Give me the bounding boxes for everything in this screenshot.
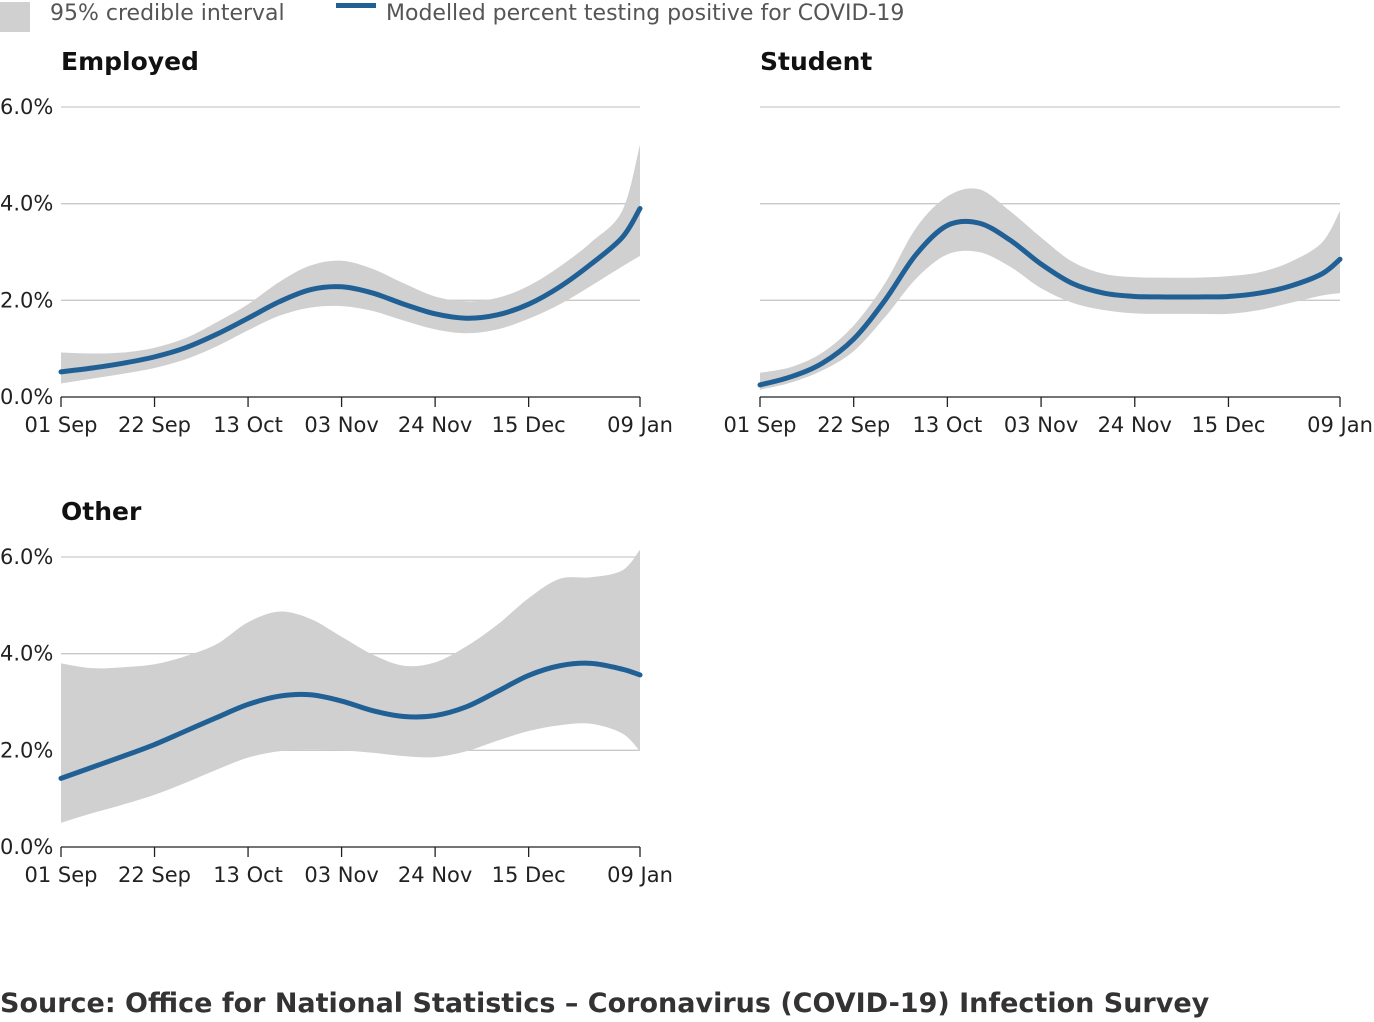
- y-tick-label: 4.0%: [0, 192, 53, 216]
- credible-interval-band: [61, 144, 640, 384]
- x-tick-label: 15 Dec: [492, 863, 566, 887]
- x-tick-label: 22 Sep: [118, 863, 191, 887]
- x-tick-label: 13 Oct: [213, 413, 283, 437]
- x-tick-label: 01 Sep: [25, 863, 98, 887]
- x-tick-label: 03 Nov: [1004, 413, 1078, 437]
- panel-title: Employed: [61, 47, 199, 76]
- chart-panel-other: Other 0.0% 2.0% 4.0% 6.0% 01 Sep 22 Sep 13 Oct 0…: [0, 497, 673, 887]
- legend-line-label: Modelled percent testing positive for CO…: [386, 1, 904, 26]
- x-tick-label: 13 Oct: [213, 863, 283, 887]
- x-tick-label: 13 Oct: [913, 413, 983, 437]
- chart-panels: Employed 0.0% 2.0% 4.0% 6.0% 01 Sep 22 Sep 13 O…: [0, 47, 1373, 887]
- x-tick-label: 01 Sep: [724, 413, 797, 437]
- y-tick-label: 6.0%: [0, 545, 53, 569]
- credible-interval-band: [61, 549, 640, 823]
- credible-interval-band: [760, 188, 1340, 390]
- x-tick-label: 22 Sep: [118, 413, 191, 437]
- x-tick-label: 03 Nov: [304, 413, 378, 437]
- y-tick-label: 4.0%: [0, 642, 53, 666]
- series-line: [58, 660, 643, 781]
- chart-panel-student: Student 01 Sep 22 Sep 13 Oct 03 Nov 24 Nov 15 …: [724, 47, 1373, 437]
- y-tick-label: 2.0%: [0, 738, 53, 762]
- y-tick-label: 0.0%: [0, 835, 53, 859]
- x-tick-label: 24 Nov: [1098, 413, 1172, 437]
- series-line: [757, 218, 1343, 388]
- y-tick-label: 6.0%: [0, 95, 53, 119]
- x-tick-label: 01 Sep: [25, 413, 98, 437]
- x-tick-label: 22 Sep: [817, 413, 890, 437]
- x-tick-label: 24 Nov: [398, 413, 472, 437]
- panel-title: Student: [760, 47, 872, 76]
- legend-band-swatch: [0, 2, 30, 32]
- x-tick-label: 15 Dec: [1191, 413, 1265, 437]
- x-tick-label: 09 Jan: [1307, 413, 1373, 437]
- x-tick-label: 09 Jan: [607, 863, 673, 887]
- y-tick-label: 0.0%: [0, 385, 53, 409]
- legend-line-swatch: [336, 3, 376, 8]
- source-note: Source: Office for National Statistics –…: [0, 988, 1210, 1019]
- x-tick-label: 03 Nov: [304, 863, 378, 887]
- panel-title: Other: [61, 497, 142, 526]
- series-line: [58, 206, 643, 375]
- x-tick-label: 15 Dec: [492, 413, 566, 437]
- y-tick-label: 2.0%: [0, 288, 53, 312]
- legend: 95% credible interval Modelled percent t…: [0, 1, 904, 32]
- x-tick-label: 24 Nov: [398, 863, 472, 887]
- x-tick-label: 09 Jan: [607, 413, 673, 437]
- legend-band-label: 95% credible interval: [50, 1, 285, 26]
- chart-panel-employed: Employed 0.0% 2.0% 4.0% 6.0% 01 Sep 22 Sep 13 O…: [0, 47, 673, 437]
